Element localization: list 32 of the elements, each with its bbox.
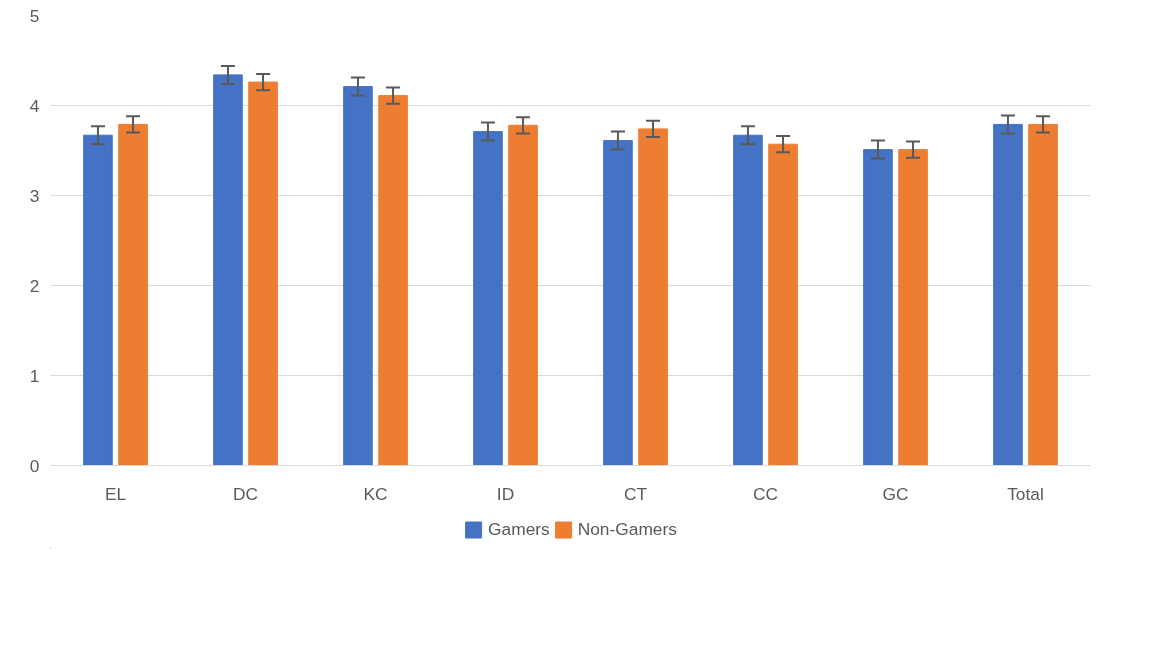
bar <box>1028 123 1058 466</box>
bar <box>343 86 373 466</box>
x-tick-label: GC <box>882 483 909 504</box>
bar <box>768 143 798 466</box>
y-tick-label: 5 <box>29 5 40 26</box>
x-tick-label: DC <box>232 483 259 504</box>
bar <box>508 124 538 466</box>
x-tick-label: KC <box>363 483 388 504</box>
x-tick-label: Total <box>1007 483 1044 504</box>
bar <box>83 134 113 466</box>
bar <box>473 131 503 466</box>
bar <box>863 149 893 466</box>
x-tick-label: CT <box>623 483 648 504</box>
bar <box>733 134 763 466</box>
bar <box>993 123 1023 466</box>
bar <box>638 128 668 466</box>
bar <box>213 74 243 466</box>
bar <box>603 140 633 466</box>
bar <box>378 95 408 466</box>
x-tick-label: CC <box>752 483 779 504</box>
x-tick-label: ID <box>496 483 515 504</box>
bar <box>248 81 278 466</box>
y-tick-label: 1 <box>29 365 40 386</box>
legend-label: Gamers <box>488 518 550 540</box>
legend-label: Non-Gamers <box>577 518 677 540</box>
x-tick-label: EL <box>104 483 127 504</box>
y-tick-label: 0 <box>29 455 40 476</box>
y-tick-label: 3 <box>29 185 40 206</box>
bar <box>898 149 928 466</box>
bar <box>118 123 148 466</box>
y-tick-label: 4 <box>29 95 40 116</box>
y-tick-label: 2 <box>29 275 40 296</box>
